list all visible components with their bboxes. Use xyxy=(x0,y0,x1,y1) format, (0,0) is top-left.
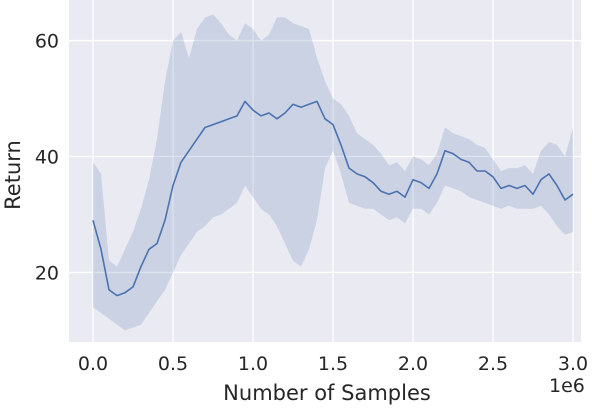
x-tick-label: 2.5 xyxy=(478,353,508,375)
x-tick-label: 1.0 xyxy=(238,353,268,375)
y-tick-labels: 20 40 60 xyxy=(35,31,59,285)
y-axis-label: Return xyxy=(1,140,25,210)
x-tick-label: 0.5 xyxy=(158,353,188,375)
x-axis-offset-label: 1e6 xyxy=(549,375,585,397)
x-tick-label: 3.0 xyxy=(558,353,588,375)
x-tick-label: 2.0 xyxy=(398,353,428,375)
x-tick-labels: 0.0 0.5 1.0 1.5 2.0 2.5 3.0 xyxy=(78,353,588,375)
return-series-line xyxy=(92,100,574,297)
x-tick-label: 0.0 xyxy=(78,353,108,375)
y-tick-label: 20 xyxy=(35,262,59,284)
x-axis-label: Number of Samples xyxy=(223,381,431,405)
grid xyxy=(69,0,581,342)
y-tick-label: 60 xyxy=(35,31,59,53)
plot-background xyxy=(69,0,581,342)
y-tick-label: 40 xyxy=(35,147,59,169)
confidence-band xyxy=(93,14,573,331)
x-tick-label: 1.5 xyxy=(318,353,348,375)
